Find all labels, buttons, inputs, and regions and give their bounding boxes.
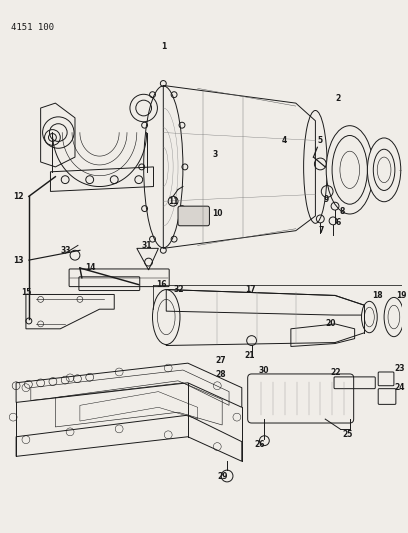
- Text: 4: 4: [282, 136, 287, 145]
- Ellipse shape: [326, 126, 373, 214]
- Text: 12: 12: [13, 192, 24, 201]
- Text: 20: 20: [325, 319, 336, 328]
- Ellipse shape: [153, 289, 180, 344]
- Text: 17: 17: [245, 285, 255, 294]
- Text: 4151 100: 4151 100: [11, 22, 54, 31]
- Text: 28: 28: [215, 370, 226, 379]
- Text: 26: 26: [255, 440, 265, 449]
- Text: 19: 19: [396, 291, 406, 300]
- Text: 22: 22: [330, 368, 341, 377]
- Text: 18: 18: [373, 291, 383, 300]
- Text: 24: 24: [394, 383, 404, 392]
- Text: 15: 15: [21, 288, 31, 297]
- Text: 7: 7: [318, 226, 324, 235]
- Ellipse shape: [361, 301, 377, 333]
- Text: 5: 5: [318, 136, 323, 145]
- Text: 14: 14: [85, 263, 95, 272]
- Text: 11: 11: [168, 197, 179, 206]
- Text: 21: 21: [245, 351, 255, 360]
- Text: 6: 6: [335, 219, 340, 228]
- Text: 23: 23: [394, 364, 404, 373]
- Text: 2: 2: [335, 94, 340, 103]
- Text: 29: 29: [217, 472, 227, 481]
- Text: 32: 32: [173, 285, 184, 294]
- Text: 16: 16: [156, 280, 167, 289]
- Ellipse shape: [368, 138, 401, 201]
- Ellipse shape: [384, 297, 404, 337]
- Text: 27: 27: [215, 356, 226, 365]
- Text: 10: 10: [213, 208, 223, 217]
- Text: 30: 30: [259, 366, 269, 375]
- Text: 13: 13: [13, 256, 24, 264]
- Text: 9: 9: [323, 195, 328, 204]
- Text: 25: 25: [343, 430, 353, 439]
- Text: 33: 33: [60, 246, 71, 255]
- Text: 3: 3: [213, 150, 217, 159]
- Text: 1: 1: [161, 42, 166, 51]
- Text: 8: 8: [340, 207, 345, 215]
- Text: 31: 31: [142, 241, 152, 250]
- Ellipse shape: [332, 135, 368, 204]
- Ellipse shape: [373, 149, 395, 190]
- FancyBboxPatch shape: [178, 206, 209, 226]
